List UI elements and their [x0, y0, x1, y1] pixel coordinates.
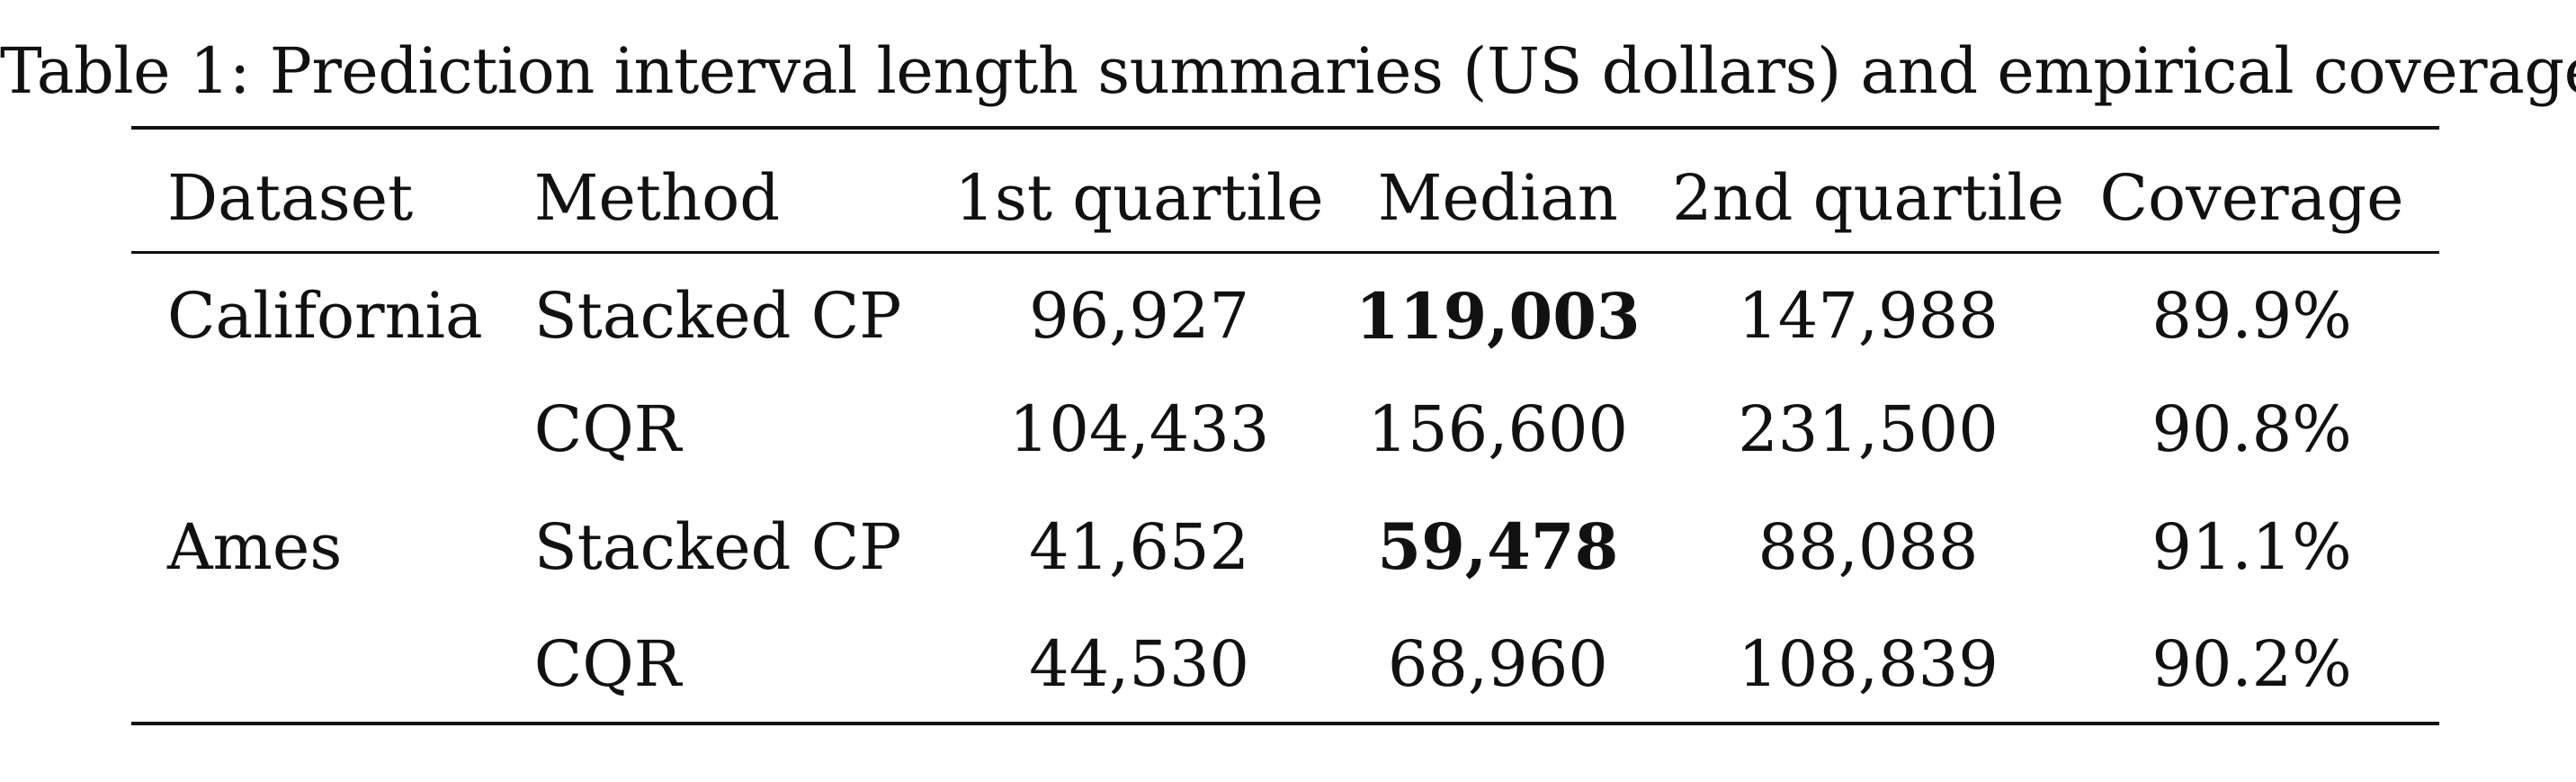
header-coverage: Coverage — [2064, 128, 2439, 254]
cell-second-quartile: 108,839 — [1738, 626, 1999, 701]
cell-median: 156,600 — [1367, 391, 1629, 466]
table-caption: Table 1: Prediction interval length summ… — [0, 34, 2576, 108]
table-row: CQR 104,433 156,600 231,500 90.8% — [131, 370, 2439, 488]
cell-median-best: 119,003 — [1355, 278, 1641, 354]
cell-coverage: 91.1% — [2151, 509, 2352, 584]
cell-second-quartile: 147,988 — [1738, 279, 1999, 354]
cell-method: Stacked CP — [533, 279, 902, 354]
cell-first-quartile: 41,652 — [1029, 509, 1250, 584]
cell-method: Stacked CP — [533, 509, 902, 584]
header-method: Method — [533, 128, 955, 254]
cell-dataset: Ames — [167, 509, 343, 584]
cell-dataset: California — [167, 279, 483, 354]
header-median: Median — [1323, 128, 1672, 254]
table-row: CQR 44,530 68,960 108,839 90.2% — [131, 606, 2439, 724]
header-second-quartile: 2nd quartile — [1671, 128, 2065, 254]
results-table-container: Dataset Method 1st quartile Median 2nd q… — [131, 126, 2439, 725]
cell-method: CQR — [533, 391, 682, 466]
cell-median: 68,960 — [1387, 626, 1608, 701]
cell-coverage: 90.2% — [2151, 626, 2352, 701]
cell-dataset — [131, 370, 534, 488]
header-dataset: Dataset — [131, 128, 534, 254]
cell-first-quartile: 96,927 — [1029, 279, 1250, 354]
table-row: Ames Stacked CP 41,652 59,478 88,088 91.… — [131, 488, 2439, 606]
header-first-quartile: 1st quartile — [954, 128, 1324, 254]
cell-method: CQR — [533, 626, 682, 701]
cell-median-best: 59,478 — [1377, 509, 1619, 584]
cell-second-quartile: 88,088 — [1758, 509, 1979, 584]
table-header-row: Dataset Method 1st quartile Median 2nd q… — [131, 128, 2439, 254]
cell-coverage: 90.8% — [2151, 391, 2352, 466]
cell-dataset — [131, 606, 534, 724]
cell-coverage: 89.9% — [2151, 279, 2352, 354]
results-table: Dataset Method 1st quartile Median 2nd q… — [131, 126, 2439, 725]
table-row: California Stacked CP 96,927 119,003 147… — [131, 252, 2439, 370]
cell-second-quartile: 231,500 — [1738, 391, 1999, 466]
cell-first-quartile: 44,530 — [1029, 626, 1250, 701]
cell-first-quartile: 104,433 — [1008, 391, 1270, 466]
